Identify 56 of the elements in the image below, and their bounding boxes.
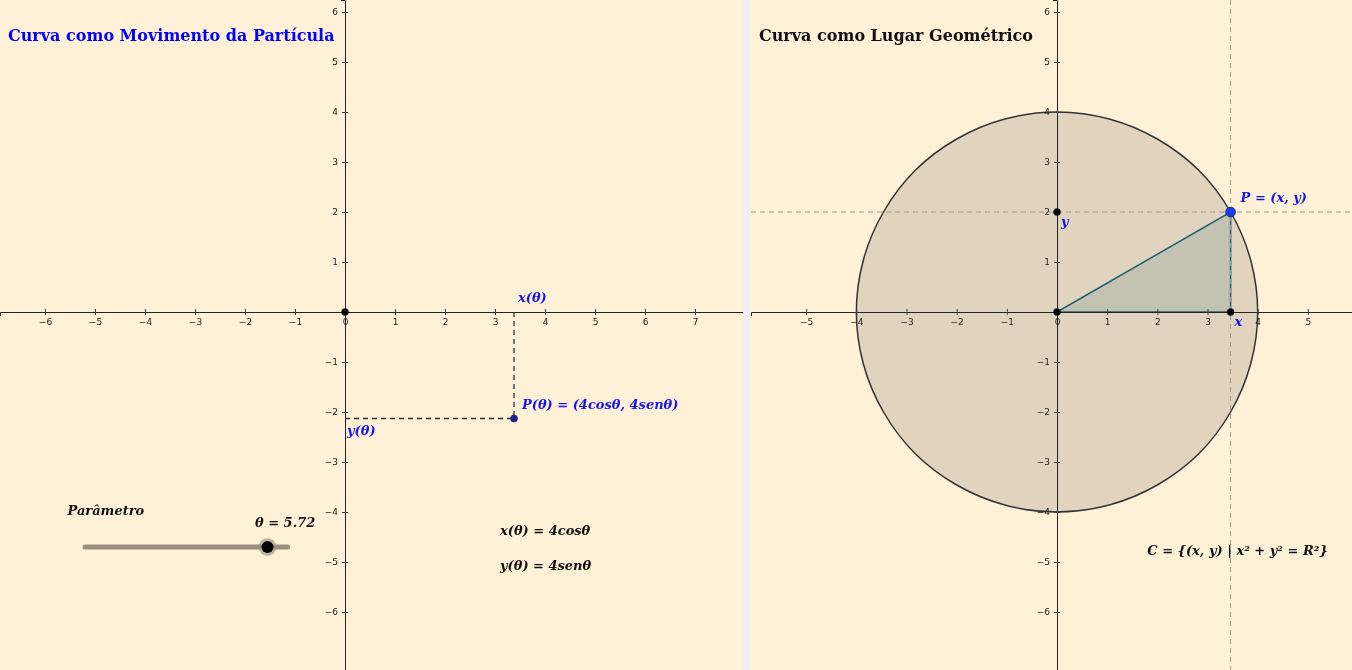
x-tick-label: 2: [442, 317, 449, 328]
y-tick-label: −1: [1036, 357, 1051, 368]
y-tick-label: 6: [332, 7, 339, 18]
text: Curva como Movimento da Partícula: [8, 26, 335, 45]
y-tick-label: 1: [1044, 257, 1051, 268]
y-tick-label: −2: [1036, 407, 1051, 418]
y-tick-label: 1: [332, 257, 338, 268]
y-tick-label: 6: [1044, 7, 1051, 18]
x-tick-label: 5: [592, 317, 599, 328]
annotation: θ = 5.72: [255, 515, 316, 530]
y-tick-label: 3: [1044, 157, 1051, 168]
x-tick-label: 7: [692, 317, 699, 328]
x-tick-label: 3: [1205, 317, 1211, 328]
x-tick-label: −1: [1000, 317, 1014, 328]
x-tick-label: 2: [1154, 317, 1161, 328]
annotation: P(θ) = (4cosθ, 4senθ): [521, 396, 679, 412]
annotation: C = {(x, y) | x² + y² = R²}: [1147, 542, 1328, 558]
x-tick-label: 3: [492, 317, 499, 328]
text: Curva como Lugar Geométrico: [759, 26, 1034, 45]
annotation: P = (x, y): [1239, 190, 1307, 205]
y-tick-label: 4: [332, 107, 339, 118]
y-tick-label: −6: [1036, 607, 1051, 618]
x-tick-label: −5: [800, 317, 814, 328]
annotation: x(θ) = 4cosθ: [499, 522, 591, 538]
annotation: y: [1060, 214, 1071, 229]
x-tick-label: 4: [542, 317, 549, 328]
x-tick-label: 5: [1305, 317, 1312, 328]
y-tick-label: 5: [1044, 57, 1051, 68]
x-tick-label: 1: [392, 317, 399, 328]
annotation: x(θ): [517, 290, 547, 305]
x-tick-label: 1: [1104, 317, 1111, 328]
y-tick-label: 2: [332, 207, 338, 218]
y-tick-label: −4: [324, 507, 339, 518]
y-tick-label: −5: [1036, 557, 1051, 568]
x-tick-label: −4: [138, 317, 153, 328]
y-tick-label: −3: [324, 457, 338, 468]
y-tick-label: 3: [332, 157, 338, 168]
x-tick-label: −6: [38, 317, 53, 328]
x-tick-label: −1: [288, 317, 303, 328]
annotation: x: [1233, 314, 1243, 329]
x-tick-label: −2: [238, 317, 253, 328]
y-tick-label: 5: [332, 57, 338, 68]
y-tick-label: −3: [1036, 457, 1051, 468]
x-tick-label: −3: [900, 317, 914, 328]
y-tick-label: −5: [324, 557, 338, 568]
x-tick-label: −3: [188, 317, 203, 328]
x-tick-label: −5: [88, 317, 103, 328]
x-tick-label: 6: [642, 317, 649, 328]
y-tick-label: −1: [324, 357, 338, 368]
annotation: y(θ): [346, 422, 376, 438]
y-tick-label: −2: [324, 407, 338, 418]
annotation: Parâmetro: [66, 502, 145, 518]
y-tick-label: −6: [324, 607, 339, 618]
x-tick-label: −2: [950, 317, 964, 328]
annotation: y(θ) = 4senθ: [499, 557, 592, 573]
y-tick-label: 2: [1044, 207, 1051, 218]
